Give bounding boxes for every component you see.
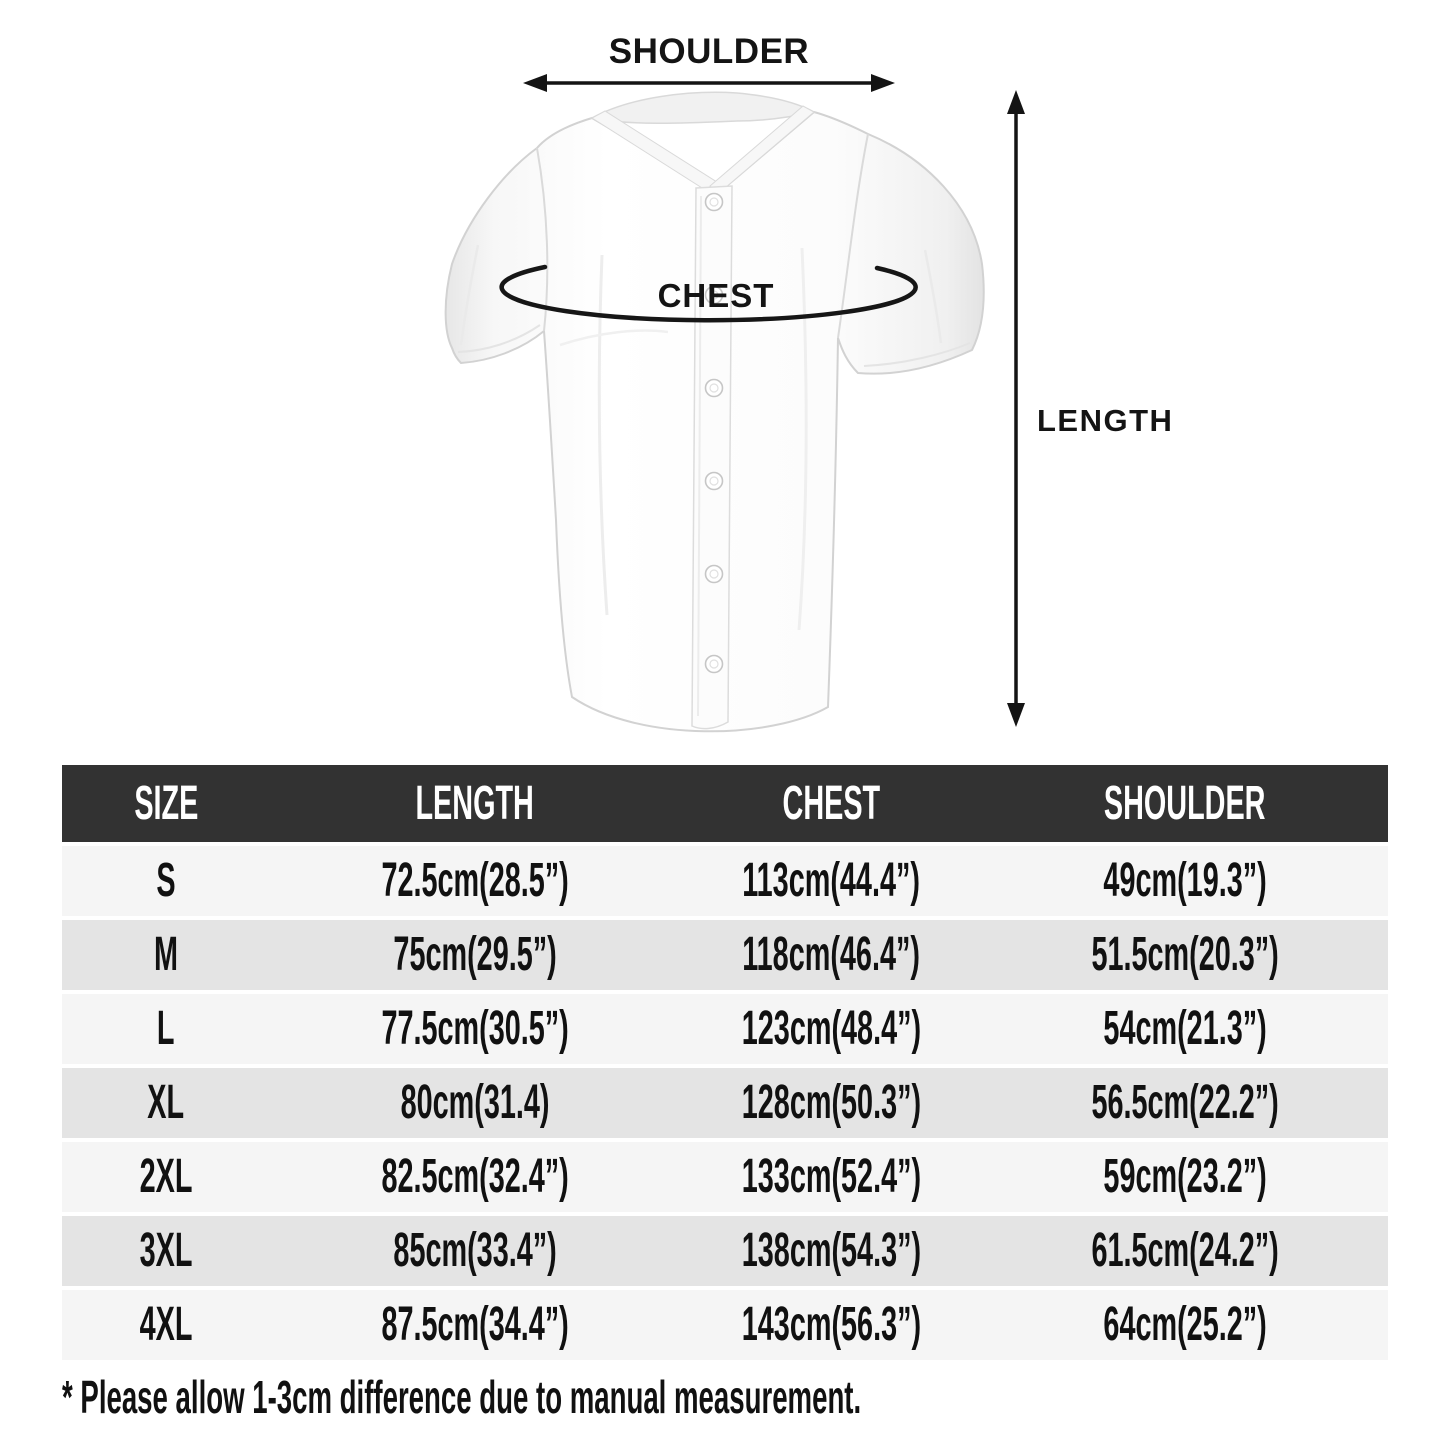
cell-chest: 123cm(48.4”) [741,1002,921,1055]
button-rims [709,197,719,669]
placket-seam [697,195,702,717]
header-cell-size: SIZE [134,776,199,830]
cell-shoulder: 59cm(23.2”) [1103,1150,1267,1203]
button [704,192,724,212]
cell-size: XL [147,1076,185,1129]
cell-shoulder: 54cm(21.3”) [1103,1002,1267,1055]
crease [923,249,943,344]
collar-band-right [709,105,815,195]
table-row-2xl: 2XL 82.5cm(32.4”) 133cm(52.4”) 59cm(23.2… [62,1142,1388,1212]
left-sleeve-seam [536,147,549,332]
collar-back [589,91,817,124]
header-cell-chest: CHEST [782,776,880,830]
cell-length: 75cm(29.5”) [393,928,557,981]
chest-measure-ellipse [499,264,918,323]
crease [797,247,808,631]
cell-length: 87.5cm(34.4”) [381,1298,569,1351]
cell-size: 2XL [139,1150,193,1203]
cell-size: S [156,854,176,907]
crease [597,254,609,616]
table-row-s: S 72.5cm(28.5”) 113cm(44.4”) 49cm(19.3”) [62,846,1388,916]
header-cell-shoulder: SHOULDER [1104,776,1266,830]
button [704,471,724,491]
crease [559,329,669,347]
button [704,285,724,305]
table-row-m: M 75cm(29.5”) 118cm(46.4”) 51.5cm(20.3”) [62,920,1388,990]
cell-length: 80cm(31.4) [400,1076,550,1129]
cell-length: 82.5cm(32.4”) [381,1150,569,1203]
cell-size: M [154,928,179,981]
arrowhead-down [1007,703,1025,727]
buttons [704,192,724,674]
cell-size: 4XL [139,1298,193,1351]
cell-length: 85cm(33.4”) [393,1224,557,1277]
chest-label: CHEST [658,277,775,314]
length-measure-arrow [1007,90,1025,727]
cell-size: L [157,1002,175,1055]
length-label: LENGTH [1037,403,1173,438]
table-header-row: SIZE LENGTH CHEST SHOULDER [62,765,1388,842]
cell-shoulder: 64cm(25.2”) [1103,1298,1267,1351]
shoulder-measure-arrow [523,74,895,92]
cell-chest: 138cm(54.3”) [741,1224,921,1277]
crease [459,244,480,346]
arrowhead-right [871,74,895,92]
cell-shoulder: 51.5cm(20.3”) [1091,928,1279,981]
table-row-3xl: 3XL 85cm(33.4”) 138cm(54.3”) 61.5cm(24.2… [62,1216,1388,1286]
button [704,654,724,674]
arrowhead-up [1007,90,1025,114]
left-cuff-line [457,324,541,353]
cell-size: 3XL [139,1224,193,1277]
button [704,378,724,398]
button [704,564,724,584]
cell-chest: 128cm(50.3”) [741,1076,921,1129]
table-row-xl: XL 80cm(31.4) 128cm(50.3”) 56.5cm(22.2”) [62,1068,1388,1138]
right-cuff-line [863,342,971,367]
jersey-measurement-diagram: CHEST SHOULDER LENGTH [444,32,1173,733]
cell-chest: 133cm(52.4”) [741,1150,921,1203]
measurement-disclaimer: * Please allow 1-3cm difference due to m… [62,1371,862,1423]
cell-length: 72.5cm(28.5”) [381,854,569,907]
cell-length: 77.5cm(30.5”) [381,1002,569,1055]
cell-chest: 143cm(56.3”) [741,1298,921,1351]
cell-shoulder: 61.5cm(24.2”) [1091,1224,1279,1277]
cell-chest: 118cm(46.4”) [742,928,920,981]
table-row-4xl: 4XL 87.5cm(34.4”) 143cm(56.3”) 64cm(25.2… [62,1290,1388,1360]
header-cell-length: LENGTH [415,776,535,830]
arrowhead-left [523,74,547,92]
cell-chest: 113cm(44.4”) [742,854,920,907]
size-chart-table: SIZE LENGTH CHEST SHOULDER S 72.5cm(28.5… [62,765,1388,1360]
cell-shoulder: 49cm(19.3”) [1103,854,1267,907]
cell-shoulder: 56.5cm(22.2”) [1091,1076,1279,1129]
jersey-illustration [444,91,985,733]
table-row-l: L 77.5cm(30.5”) 123cm(48.4”) 54cm(21.3”) [62,994,1388,1064]
shoulder-label: SHOULDER [609,32,809,71]
